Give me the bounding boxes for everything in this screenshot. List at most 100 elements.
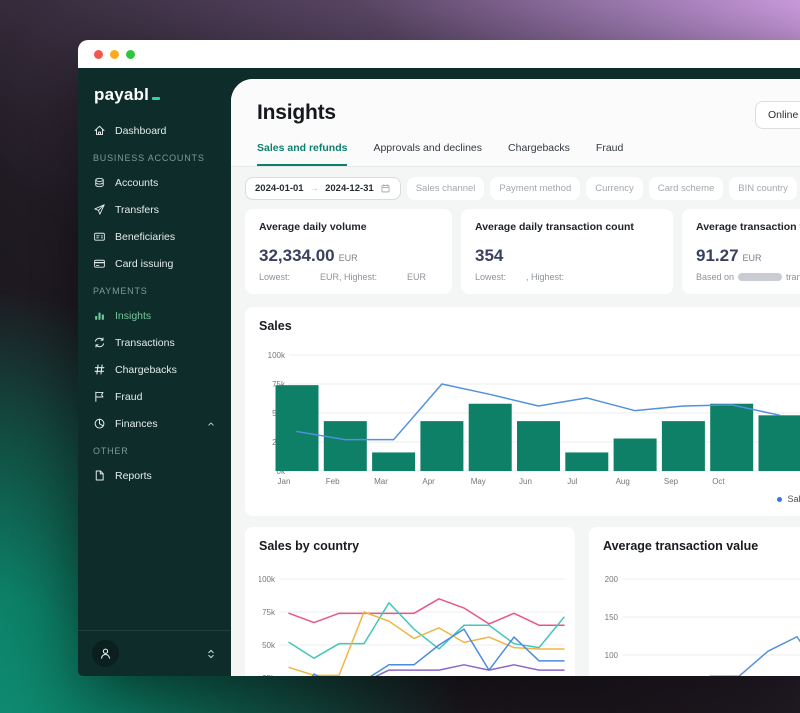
filter-pill-payment-method[interactable]: Payment method: [490, 177, 581, 200]
tabs: Sales and refunds Approvals and declines C…: [257, 142, 800, 166]
hash-icon: [93, 363, 106, 376]
sidebar-section-header-other: OTHER: [93, 446, 129, 456]
svg-text:100k: 100k: [259, 575, 276, 584]
metric-value: 354: [475, 246, 504, 265]
id-card-icon: [93, 230, 106, 243]
sidebar-item-label: Chargebacks: [115, 363, 177, 376]
payabl-logo: payabl: [78, 68, 231, 113]
app-window: payabl Dashboard BUSINESS ACCOUNTS Account…: [78, 40, 800, 676]
sales-chart[interactable]: 0k25k50k75k100kJanFebMarAprMayJunJulAugS…: [259, 345, 800, 491]
sales-legend: Sales: [259, 494, 800, 504]
redacted-value: [738, 273, 783, 281]
legend-label: Sales: [787, 494, 800, 504]
sidebar-item-reports[interactable]: Reports: [78, 462, 231, 489]
date-to: 2024-12-31: [325, 183, 374, 194]
metric-subtext: Lowest: , Highest:: [475, 272, 565, 282]
sales-by-country-card: Sales by country 25k 50k 75k 100k: [245, 527, 575, 676]
collapse-sidebar-updown-icon[interactable]: [205, 648, 217, 660]
sales-chart-card: Sales 0k25k50k75k100kJanFebMarAprMayJunJ…: [245, 307, 800, 516]
sales-by-country-chart[interactable]: 25k 50k 75k 100k: [259, 565, 565, 676]
maximize-window-button[interactable]: [126, 49, 135, 59]
page-title: Insights: [257, 101, 336, 124]
sidebar-item-label: Reports: [115, 469, 152, 482]
sidebar-section-header-business-accounts: BUSINESS ACCOUNTS: [93, 153, 205, 163]
sidebar-item-dashboard[interactable]: Dashboard: [78, 117, 231, 144]
bottom-charts-row: Sales by country 25k 50k 75k 100k Average t…: [245, 527, 800, 676]
date-range-picker[interactable]: 2024-01-01 → 2024-12-31: [245, 177, 401, 200]
metric-title: Average daily volume: [259, 221, 367, 233]
sidebar-item-accounts[interactable]: Accounts: [78, 169, 231, 196]
flag-icon: [93, 390, 106, 403]
sidebar-item-finances[interactable]: Finances: [78, 410, 231, 437]
svg-text:75k: 75k: [272, 380, 286, 389]
svg-text:Mar: Mar: [374, 477, 388, 486]
sales-chart-title: Sales: [259, 319, 292, 333]
sidebar-item-label: Transfers: [115, 203, 159, 216]
document-icon: [93, 469, 106, 482]
svg-text:Feb: Feb: [326, 477, 340, 486]
close-window-button[interactable]: [94, 49, 103, 59]
credit-card-icon: [93, 257, 106, 270]
sidebar-item-transfers[interactable]: Transfers: [78, 196, 231, 223]
page-body: 2024-01-01 → 2024-12-31 Sales channel Pay…: [231, 167, 800, 676]
main-area: Insights Online payments Sales and refun…: [231, 68, 800, 676]
pie-chart-icon: [93, 417, 106, 430]
svg-text:Jul: Jul: [567, 477, 577, 486]
sidebar-item-insights[interactable]: Insights: [78, 302, 231, 329]
svg-text:Oct: Oct: [712, 477, 725, 486]
avg-transaction-value-chart[interactable]: 50100150200: [603, 565, 800, 676]
sidebar-item-card-issuing[interactable]: Card issuing: [78, 250, 231, 277]
sidebar-item-label: Accounts: [115, 176, 159, 189]
sidebar-item-beneficiaries[interactable]: Beneficiaries: [78, 223, 231, 250]
svg-text:50k: 50k: [262, 641, 276, 650]
sidebar-item-label: Fraud: [115, 390, 143, 403]
home-icon: [93, 124, 106, 137]
metric-subtext: Based ontransactions: [696, 272, 800, 282]
svg-text:150: 150: [605, 613, 619, 622]
svg-text:0k: 0k: [277, 467, 286, 476]
tab-fraud[interactable]: Fraud: [595, 142, 624, 154]
filter-pill-currency[interactable]: Currency: [586, 177, 643, 200]
filters-row: 2024-01-01 → 2024-12-31 Sales channel Pay…: [245, 177, 800, 200]
svg-text:100: 100: [605, 651, 619, 660]
metric-title: Average transaction value: [696, 221, 800, 233]
tab-approvals-and-declines[interactable]: Approvals and declines: [373, 142, 483, 154]
metric-unit: EUR: [338, 253, 358, 263]
minimize-window-button[interactable]: [110, 49, 119, 59]
window-titlebar: [78, 40, 800, 68]
filter-pill-card-scheme[interactable]: Card scheme: [648, 177, 724, 200]
svg-text:Apr: Apr: [422, 477, 435, 486]
user-avatar[interactable]: [92, 640, 119, 667]
metrics-row: Average daily volume 32,334.00 EUR Lowest: …: [245, 209, 800, 294]
send-icon: [93, 203, 106, 216]
svg-text:25k: 25k: [262, 674, 276, 676]
cycle-icon: [93, 336, 106, 349]
user-icon: [98, 646, 113, 661]
filter-pill-bin-country[interactable]: BIN country: [729, 177, 797, 200]
sidebar-item-transactions[interactable]: Transactions: [78, 329, 231, 356]
chevron-up-icon: [206, 419, 216, 429]
legend-dot: [777, 496, 783, 502]
avg-transaction-value-title: Average transaction value: [603, 539, 759, 553]
app-body: payabl Dashboard BUSINESS ACCOUNTS Account…: [78, 68, 800, 676]
page-header: Insights Online payments Sales and refun…: [231, 79, 800, 167]
bar-chart-icon: [93, 309, 106, 322]
sidebar-item-fraud[interactable]: Fraud: [78, 383, 231, 410]
sidebar-item-label: Beneficiaries: [115, 230, 176, 243]
sidebar-item-label: Transactions: [115, 336, 175, 349]
avg-transaction-value-card: Average transaction value 50100150200: [589, 527, 800, 676]
sidebar-nav: Dashboard BUSINESS ACCOUNTS Accounts Transf…: [78, 113, 231, 630]
svg-text:75k: 75k: [262, 608, 276, 617]
sidebar-item-label: Dashboard: [115, 124, 167, 137]
svg-text:200: 200: [605, 575, 619, 584]
tab-chargebacks[interactable]: Chargebacks: [508, 142, 570, 154]
online-payments-button[interactable]: Online payments: [755, 101, 800, 129]
metric-title: Average daily transaction count: [475, 221, 634, 233]
svg-text:Sep: Sep: [664, 477, 679, 486]
logo-accent-mark: [152, 97, 161, 100]
filter-pill-sales-channel[interactable]: Sales channel: [406, 177, 485, 200]
tab-sales-and-refunds[interactable]: Sales and refunds: [257, 142, 348, 166]
coins-icon: [93, 176, 106, 189]
sidebar-item-chargebacks[interactable]: Chargebacks: [78, 356, 231, 383]
